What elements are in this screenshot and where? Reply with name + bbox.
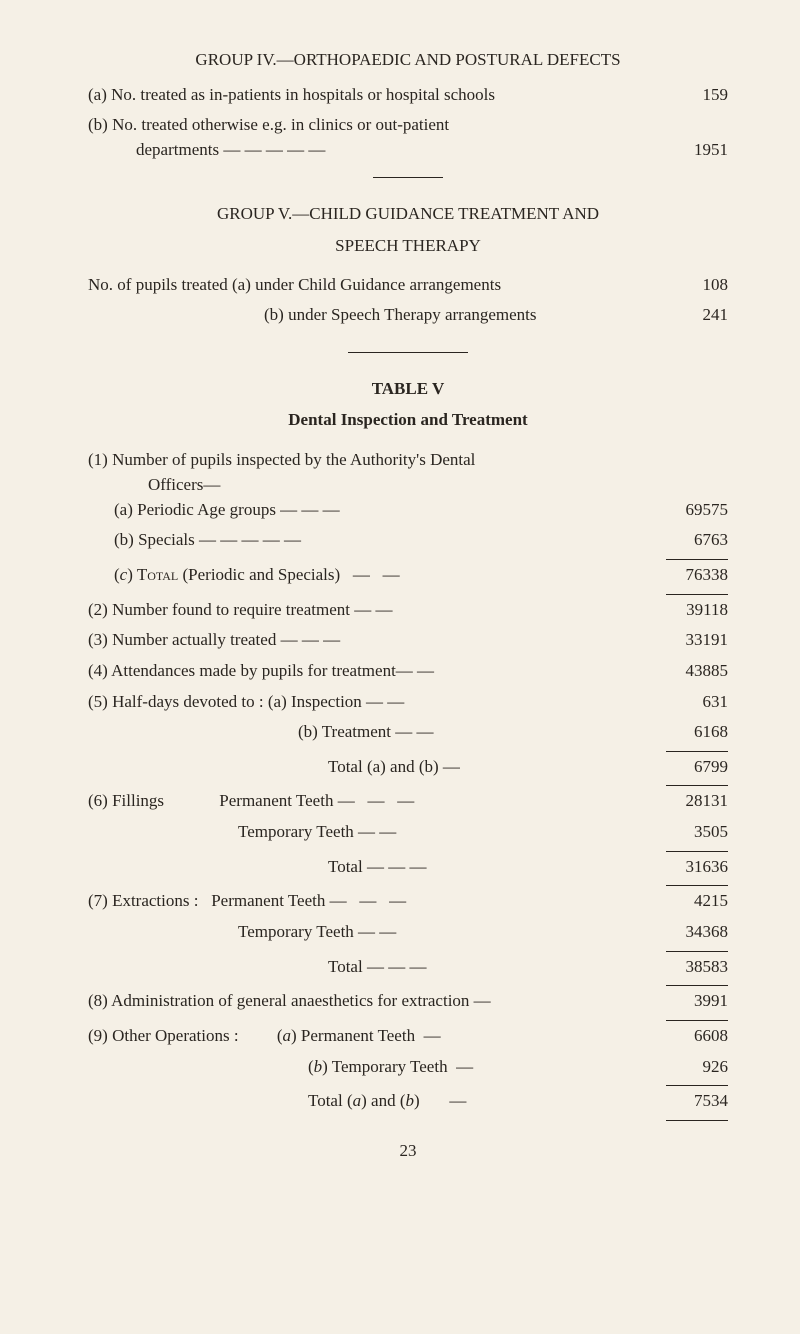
group5-subtitle: SPEECH THERAPY — [88, 234, 728, 259]
rule — [666, 985, 728, 986]
item7b-value: 34368 — [668, 920, 728, 945]
group4-b-text2: departments — — — — — — [88, 138, 652, 163]
item9b-value: 926 — [668, 1055, 728, 1080]
item1a: (a) Periodic Age groups — — — 69575 — [88, 498, 728, 523]
item9t-value: 7534 — [668, 1089, 728, 1114]
group5-line2-text: (b) under Speech Therapy arrangements — [88, 303, 668, 328]
item2-value: 39118 — [668, 598, 728, 623]
group4-item-a: (a) No. treated as in-patients in hospit… — [88, 83, 728, 108]
item7t: Total — — — 38583 — [88, 955, 728, 980]
item1a-value: 69575 — [668, 498, 728, 523]
item1c-text: (c) Total (Periodic and Specials) — — — [88, 563, 668, 588]
item6t-text: Total — — — — [88, 855, 668, 880]
item5a-text: (5) Half-days devoted to : (a) Inspectio… — [88, 690, 668, 715]
rule — [666, 751, 728, 752]
item6b: Temporary Teeth — — 3505 — [88, 820, 728, 845]
group4-section: GROUP IV.—ORTHOPAEDIC AND POSTURAL DEFEC… — [88, 48, 728, 163]
item3-text: (3) Number actually treated — — — — [88, 628, 668, 653]
item5b-text: (b) Treatment — — — [88, 720, 668, 745]
table5-heading: TABLE V — [88, 377, 728, 402]
item3-value: 33191 — [668, 628, 728, 653]
item7b-text: Temporary Teeth — — — [88, 920, 668, 945]
item9b: (b) Temporary Teeth — 926 — [88, 1055, 728, 1080]
item1b: (b) Specials — — — — — 6763 — [88, 528, 728, 553]
item7t-text: Total — — — — [88, 955, 668, 980]
item2: (2) Number found to require treatment — … — [88, 598, 728, 623]
group4-a-text: (a) No. treated as in-patients in hospit… — [88, 83, 668, 108]
item5a-value: 631 — [668, 690, 728, 715]
item6a-text: (6) Fillings Permanent Teeth — — — — [88, 789, 668, 814]
item5b-value: 6168 — [668, 720, 728, 745]
group5-title: GROUP V.—CHILD GUIDANCE TREATMENT AND — [88, 202, 728, 227]
item6t: Total — — — 31636 — [88, 855, 728, 880]
item6b-value: 3505 — [668, 820, 728, 845]
rule — [666, 951, 728, 952]
item9a-value: 6608 — [668, 1024, 728, 1049]
page-number: 23 — [88, 1139, 728, 1164]
group5-line1-text: No. of pupils treated (a) under Child Gu… — [88, 273, 668, 298]
rule — [666, 1020, 728, 1021]
table5-section: TABLE V Dental Inspection and Treatment … — [88, 377, 728, 1121]
item9a: (9) Other Operations : (a) Permanent Tee… — [88, 1024, 728, 1049]
item1b-value: 6763 — [668, 528, 728, 553]
item5t: Total (a) and (b) — 6799 — [88, 755, 728, 780]
item1-text2: Officers— — [88, 473, 728, 498]
group5-line1: No. of pupils treated (a) under Child Gu… — [88, 273, 728, 298]
item7a-value: 4215 — [668, 889, 728, 914]
item5t-text: Total (a) and (b) — — [88, 755, 668, 780]
item9t: Total (a) and (b) — 7534 — [88, 1089, 728, 1114]
group4-a-value: 159 — [668, 83, 728, 108]
rule — [666, 885, 728, 886]
item4-value: 43885 — [668, 659, 728, 684]
item6a-value: 28131 — [668, 789, 728, 814]
item6b-text: Temporary Teeth — — — [88, 820, 668, 845]
group5-section: GROUP V.—CHILD GUIDANCE TREATMENT AND SP… — [88, 202, 728, 329]
divider-rule — [348, 352, 468, 353]
item4: (4) Attendances made by pupils for treat… — [88, 659, 728, 684]
item8-value: 3991 — [668, 989, 728, 1014]
item1b-text: (b) Specials — — — — — — [88, 528, 668, 553]
rule — [666, 785, 728, 786]
item5t-value: 6799 — [668, 755, 728, 780]
item7t-value: 38583 — [668, 955, 728, 980]
item8: (8) Administration of general anaestheti… — [88, 989, 728, 1014]
group4-item-b: (b) No. treated otherwise e.g. in clinic… — [88, 113, 728, 162]
item5b: (b) Treatment — — 6168 — [88, 720, 728, 745]
divider — [373, 177, 443, 178]
item7b: Temporary Teeth — — 34368 — [88, 920, 728, 945]
item7a-text: (7) Extractions : Permanent Teeth — — — — [88, 889, 668, 914]
item9t-text: Total (a) and (b) — — [88, 1089, 668, 1114]
rule — [666, 594, 728, 595]
rule — [666, 851, 728, 852]
group4-b-value: 1951 — [668, 138, 728, 163]
item1a-text: (a) Periodic Age groups — — — — [88, 498, 668, 523]
item4-text: (4) Attendances made by pupils for treat… — [88, 659, 668, 684]
group5-line2: (b) under Speech Therapy arrangements 24… — [88, 303, 728, 328]
rule — [666, 1120, 728, 1121]
item2-text: (2) Number found to require treatment — … — [88, 598, 668, 623]
item3: (3) Number actually treated — — — 33191 — [88, 628, 728, 653]
item5a: (5) Half-days devoted to : (a) Inspectio… — [88, 690, 728, 715]
item9a-text: (9) Other Operations : (a) Permanent Tee… — [88, 1024, 668, 1049]
item1c: (c) Total (Periodic and Specials) — — 76… — [88, 563, 728, 588]
table5-subheading: Dental Inspection and Treatment — [88, 408, 728, 433]
group5-line2-value: 241 — [668, 303, 728, 328]
item9b-text: (b) Temporary Teeth — — [88, 1055, 668, 1080]
rule — [666, 559, 728, 560]
item1-text: (1) Number of pupils inspected by the Au… — [88, 448, 728, 473]
item1c-value: 76338 — [668, 563, 728, 588]
item8-text: (8) Administration of general anaestheti… — [88, 989, 668, 1014]
item6a: (6) Fillings Permanent Teeth — — — 28131 — [88, 789, 728, 814]
item7a: (7) Extractions : Permanent Teeth — — — … — [88, 889, 728, 914]
group4-title: GROUP IV.—ORTHOPAEDIC AND POSTURAL DEFEC… — [88, 48, 728, 73]
rule — [666, 1085, 728, 1086]
item6t-value: 31636 — [668, 855, 728, 880]
group5-line1-value: 108 — [668, 273, 728, 298]
group4-b-text1: (b) No. treated otherwise e.g. in clinic… — [88, 113, 652, 138]
